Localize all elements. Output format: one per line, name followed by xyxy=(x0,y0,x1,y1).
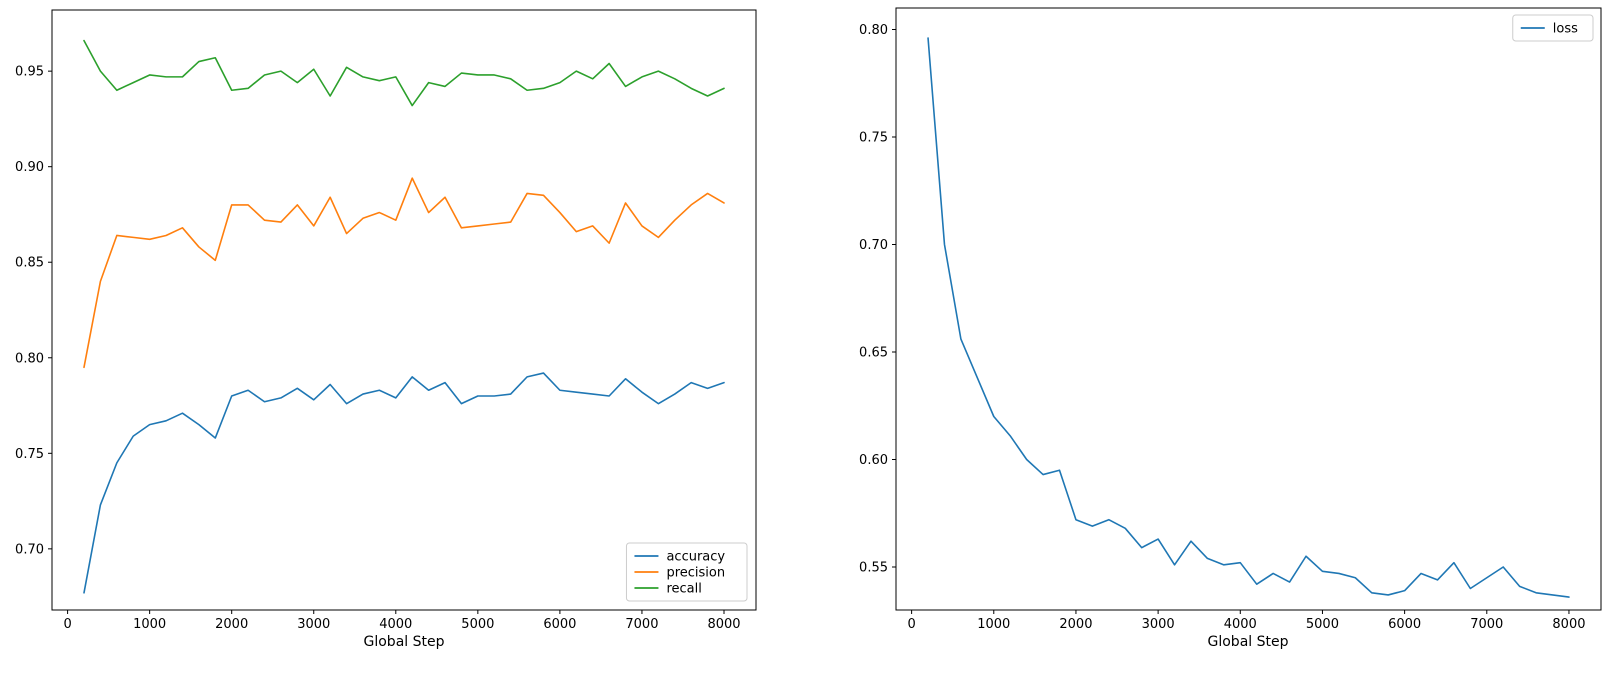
series-line-loss xyxy=(927,37,1570,598)
y-tick-label: 0.70 xyxy=(15,542,44,557)
series-line-precision xyxy=(83,177,725,369)
y-tick-label: 0.75 xyxy=(859,131,888,146)
x-tick-label: 7000 xyxy=(1470,617,1503,632)
y-tick-label: 0.80 xyxy=(15,351,44,366)
y-tick-label: 0.80 xyxy=(859,23,888,38)
x-tick-label: 1000 xyxy=(133,617,166,632)
y-tick-label: 0.70 xyxy=(859,238,888,253)
x-tick-label: 0 xyxy=(63,617,71,632)
y-tick-label: 0.95 xyxy=(15,65,44,80)
right-chart: 0 1000 2000 3000 4000 5000 6000 7000 8000 0.55 0.6… xyxy=(859,7,1602,632)
x-tick-label: 7000 xyxy=(625,617,658,632)
x-tick-label: 2000 xyxy=(215,617,248,632)
x-tick-label: 2000 xyxy=(1059,617,1092,632)
x-tick-label: 4000 xyxy=(379,617,412,632)
x-tick-label: 4000 xyxy=(1224,617,1257,632)
y-tick-label: 0.65 xyxy=(859,346,888,361)
y-tick-label: 0.60 xyxy=(859,453,888,468)
legend-label-loss: loss xyxy=(1553,22,1578,37)
legend-box xyxy=(1512,14,1594,42)
y-tick-label: 0.85 xyxy=(15,256,44,271)
x-tick-label: 5000 xyxy=(461,617,494,632)
y-tick-label: 0.75 xyxy=(15,447,44,462)
y-tick-label: 0.55 xyxy=(859,561,888,576)
y-tick-label: 0.90 xyxy=(15,160,44,175)
x-tick-label: 3000 xyxy=(1142,617,1175,632)
left-chart: 0 1000 2000 3000 4000 5000 6000 7000 8000 0.70 0.7… xyxy=(15,9,757,632)
x-tick-label: 5000 xyxy=(1306,617,1339,632)
x-tick-label: 6000 xyxy=(543,617,576,632)
right-chart-x-axis-label: Global Step xyxy=(1207,634,1289,650)
left-chart-x-axis-label: Global Step xyxy=(363,634,445,650)
x-tick-label: 1000 xyxy=(977,617,1010,632)
axes-frame xyxy=(51,9,757,611)
series-line-recall xyxy=(83,39,725,107)
x-tick-label: 6000 xyxy=(1388,617,1421,632)
x-tick-label: 0 xyxy=(907,617,915,632)
axes-frame xyxy=(895,7,1602,611)
x-tick-label: 8000 xyxy=(1552,617,1585,632)
legend: loss xyxy=(1512,14,1594,42)
legend-box xyxy=(625,542,748,602)
x-tick-label: 3000 xyxy=(297,617,330,632)
legend-label-recall: recall xyxy=(666,582,701,597)
legend-label-accuracy: accuracy xyxy=(666,550,725,565)
legend-label-precision: precision xyxy=(666,566,725,581)
x-tick-label: 8000 xyxy=(707,617,740,632)
series-line-accuracy xyxy=(83,372,725,594)
